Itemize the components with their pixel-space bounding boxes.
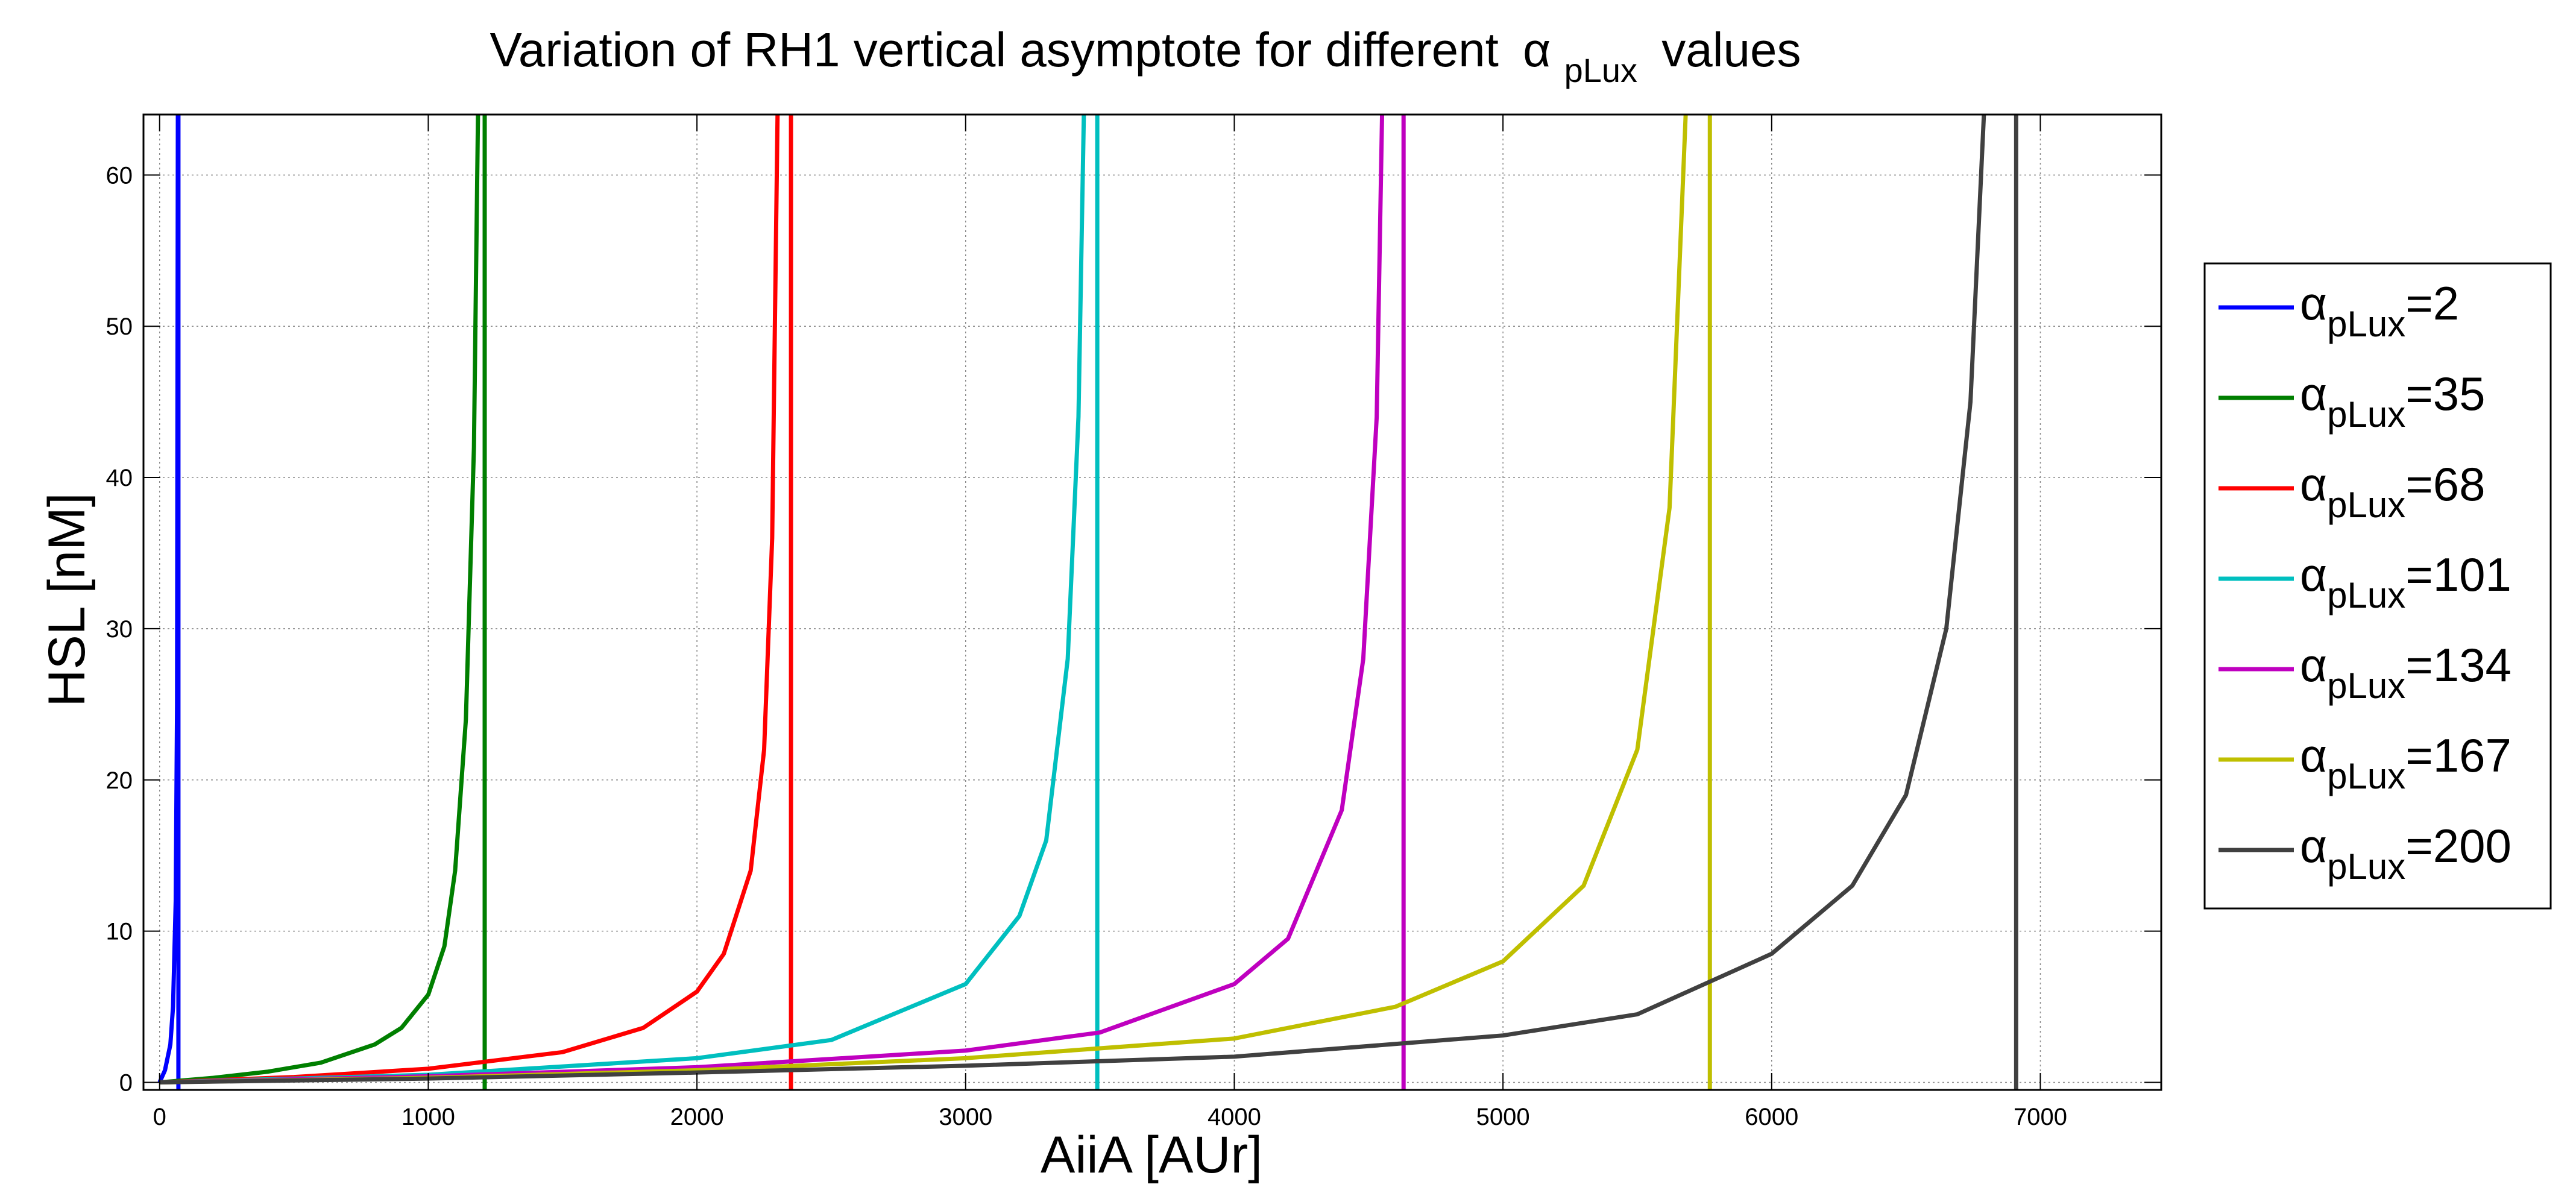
x-tick-label: 3000: [939, 1104, 992, 1130]
x-axis-label: AiiA [AUr]: [1041, 1126, 1262, 1184]
legend-subscript: pLux: [2327, 756, 2405, 796]
legend-alpha-symbol: α: [2300, 458, 2327, 511]
chart-title: Variation of RH1 vertical asymptote for …: [490, 23, 1801, 92]
x-tick-label: 5000: [1476, 1104, 1530, 1130]
legend-box: [2203, 262, 2552, 910]
legend-subscript: pLux: [2327, 846, 2405, 887]
title-subscript: pLux: [1564, 51, 1637, 89]
legend-label-1: αpLux=35: [2300, 367, 2486, 435]
legend-alpha-symbol: α: [2300, 819, 2327, 872]
legend-label-0: αpLux=2: [2300, 277, 2459, 344]
title-text: Variation of RH1 vertical asymptote for …: [490, 23, 1499, 77]
y-tick-label: 30: [106, 616, 133, 643]
legend-value: =134: [2405, 638, 2511, 691]
x-tick-label: 6000: [1745, 1104, 1798, 1130]
legend-label-5: αpLux=167: [2300, 729, 2511, 796]
grid-lines: [143, 115, 2161, 1090]
legend-subscript: pLux: [2327, 575, 2405, 615]
plot-area-border: [142, 113, 2162, 1091]
legend-alpha-symbol: α: [2300, 277, 2327, 330]
legend-label-4: αpLux=134: [2300, 638, 2511, 706]
title-alpha-symbol: α: [1523, 23, 1551, 77]
legend-subscript: pLux: [2327, 485, 2405, 525]
legend-alpha-symbol: α: [2300, 548, 2327, 601]
series-curve-2: [159, 114, 780, 1084]
legend-subscript: pLux: [2327, 394, 2405, 435]
x-tick-label: 7000: [2014, 1104, 2067, 1130]
x-tick-label: 0: [153, 1104, 166, 1130]
series-curve-5: [159, 114, 1688, 1084]
y-tick-label: 40: [106, 465, 133, 491]
y-tick-label: 10: [106, 919, 133, 945]
legend-value: =35: [2405, 367, 2485, 420]
x-tick-label: 1000: [402, 1104, 455, 1130]
legend-value: =200: [2405, 819, 2511, 872]
series-lines: [157, 114, 2018, 1090]
legend-value: =2: [2405, 277, 2459, 330]
series-curve-1: [159, 114, 480, 1084]
y-tick-label: 20: [106, 767, 133, 794]
series-curve-0: [157, 114, 180, 1083]
legend-value: =68: [2405, 458, 2485, 511]
axes-frame: [142, 113, 2162, 1091]
legend-value: =167: [2405, 729, 2511, 782]
legend-label-3: αpLux=101: [2300, 548, 2511, 615]
legend-alpha-symbol: α: [2300, 367, 2327, 420]
y-axis-label: HSL [nM]: [38, 493, 96, 707]
legend-subscript: pLux: [2327, 304, 2405, 344]
legend: αpLux=2αpLux=35αpLux=68αpLux=101αpLux=13…: [2203, 262, 2552, 910]
x-tick-label: 4000: [1208, 1104, 1261, 1130]
legend-subscript: pLux: [2327, 666, 2405, 706]
legend-alpha-symbol: α: [2300, 638, 2327, 691]
legend-label-2: αpLux=68: [2300, 458, 2486, 525]
y-tick-label: 50: [106, 313, 133, 340]
legend-alpha-symbol: α: [2300, 729, 2327, 782]
title-suffix: values: [1661, 23, 1801, 77]
series-curve-6: [159, 114, 1986, 1084]
series-curve-3: [159, 114, 1086, 1084]
legend-value: =101: [2405, 548, 2511, 601]
x-tick-label: 2000: [670, 1104, 724, 1130]
legend-label-6: αpLux=200: [2300, 819, 2511, 887]
y-tick-label: 60: [106, 162, 133, 189]
axis-ticks: 0 1000 2000 3000 4000 5000 6000 7000 0 10 20 30 40 50…: [106, 115, 2161, 1130]
series-curve-4: [159, 114, 1385, 1084]
y-tick-label: 0: [119, 1069, 133, 1096]
